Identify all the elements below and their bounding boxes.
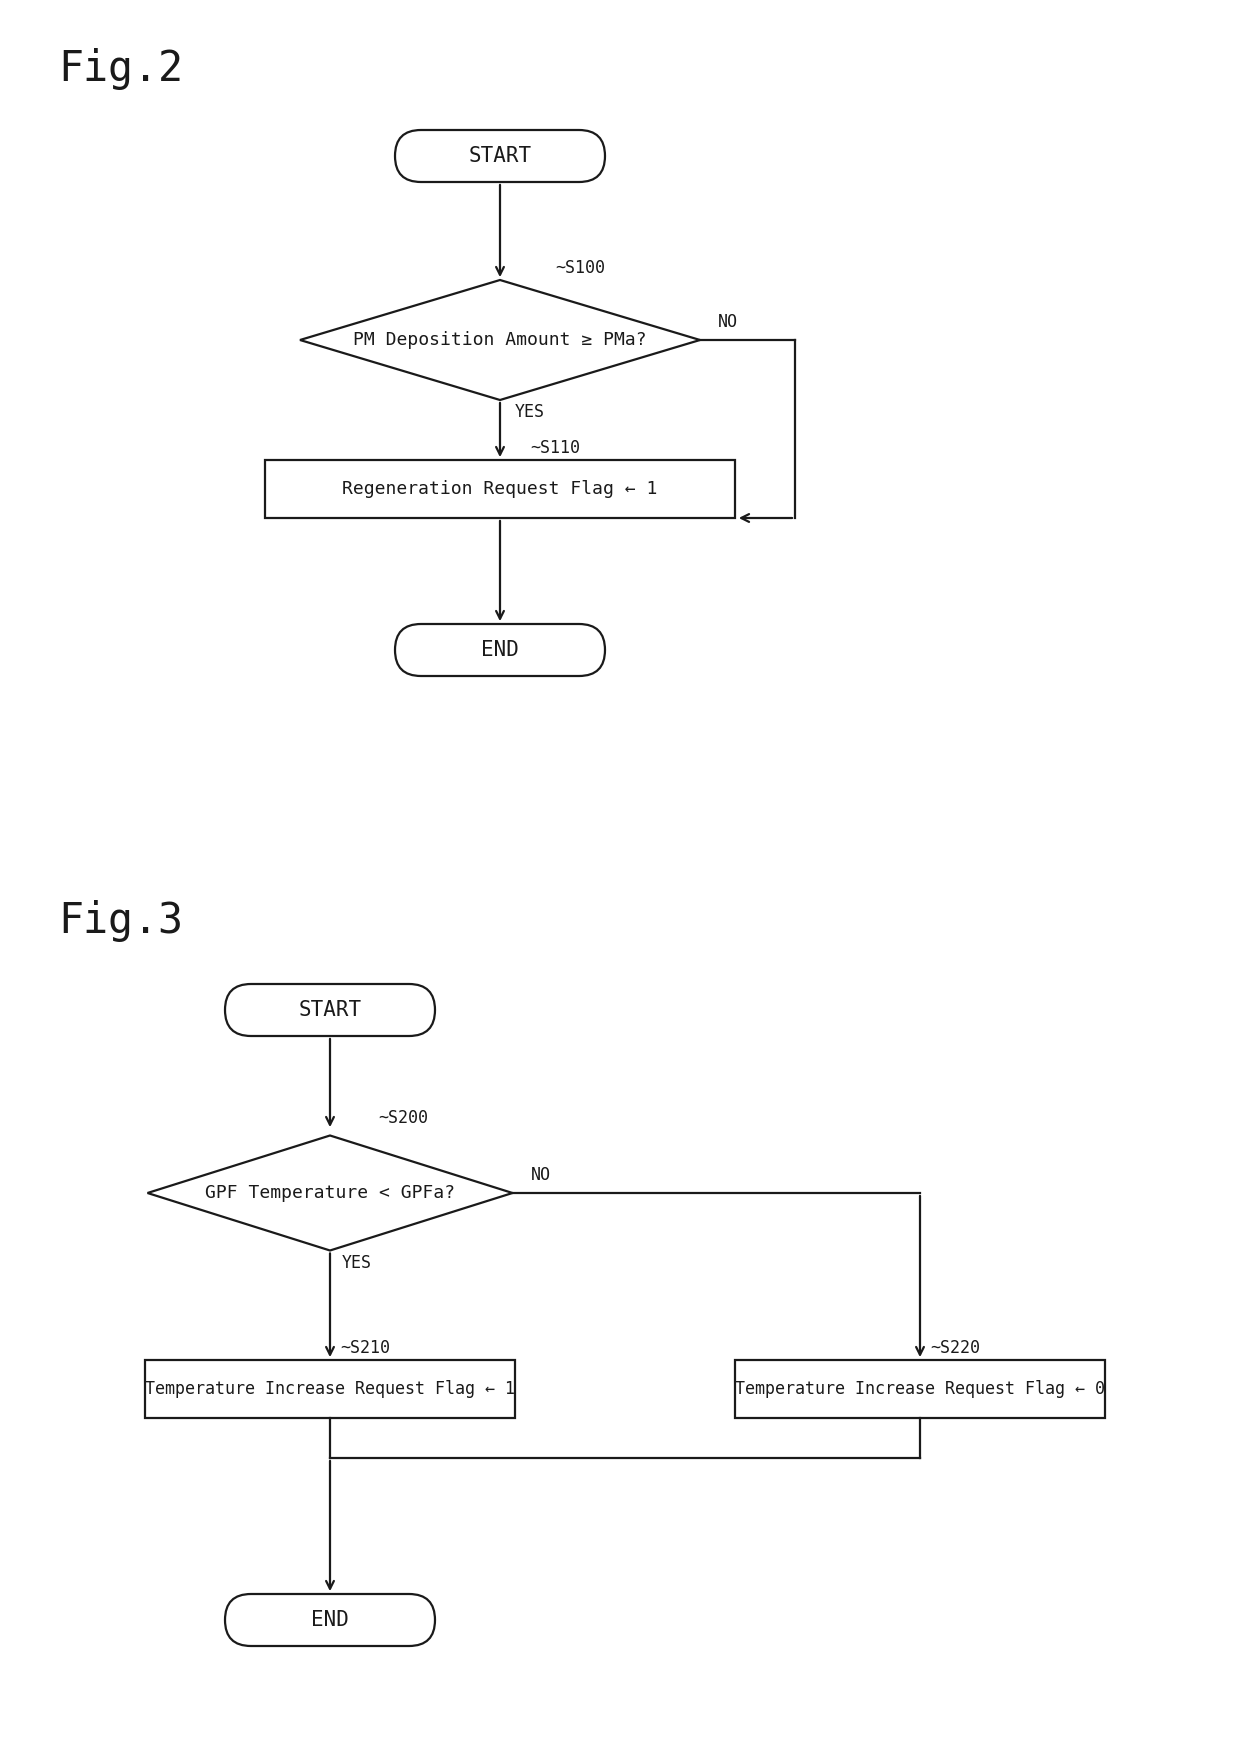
Text: END: END [311, 1609, 348, 1630]
Text: YES: YES [515, 403, 546, 420]
Text: Fig.2: Fig.2 [58, 47, 184, 89]
Polygon shape [300, 280, 701, 399]
Text: Fig.3: Fig.3 [58, 900, 184, 942]
Text: NO: NO [531, 1166, 551, 1184]
Text: ~S210: ~S210 [340, 1340, 391, 1357]
Text: Temperature Increase Request Flag ← 1: Temperature Increase Request Flag ← 1 [145, 1380, 515, 1397]
Text: START: START [469, 145, 532, 166]
Text: ~S200: ~S200 [378, 1108, 428, 1128]
FancyBboxPatch shape [396, 623, 605, 676]
Text: ~S110: ~S110 [529, 440, 580, 457]
Text: Temperature Increase Request Flag ← 0: Temperature Increase Request Flag ← 0 [735, 1380, 1105, 1397]
Text: ~S220: ~S220 [930, 1340, 980, 1357]
Text: PM Deposition Amount ≥ PMa?: PM Deposition Amount ≥ PMa? [353, 331, 647, 348]
Bar [145, 1361, 515, 1418]
Bar [735, 1361, 1105, 1418]
Text: END: END [481, 641, 518, 660]
Text: START: START [299, 1000, 362, 1021]
FancyBboxPatch shape [224, 1593, 435, 1646]
Text: NO: NO [718, 313, 738, 331]
Text: ~S100: ~S100 [556, 259, 605, 277]
FancyBboxPatch shape [396, 130, 605, 182]
Polygon shape [148, 1135, 512, 1250]
Bar [265, 461, 735, 518]
FancyBboxPatch shape [224, 984, 435, 1037]
Text: Regeneration Request Flag ← 1: Regeneration Request Flag ← 1 [342, 480, 657, 497]
Text: GPF Temperature < GPFa?: GPF Temperature < GPFa? [205, 1184, 455, 1201]
Text: YES: YES [342, 1254, 372, 1271]
